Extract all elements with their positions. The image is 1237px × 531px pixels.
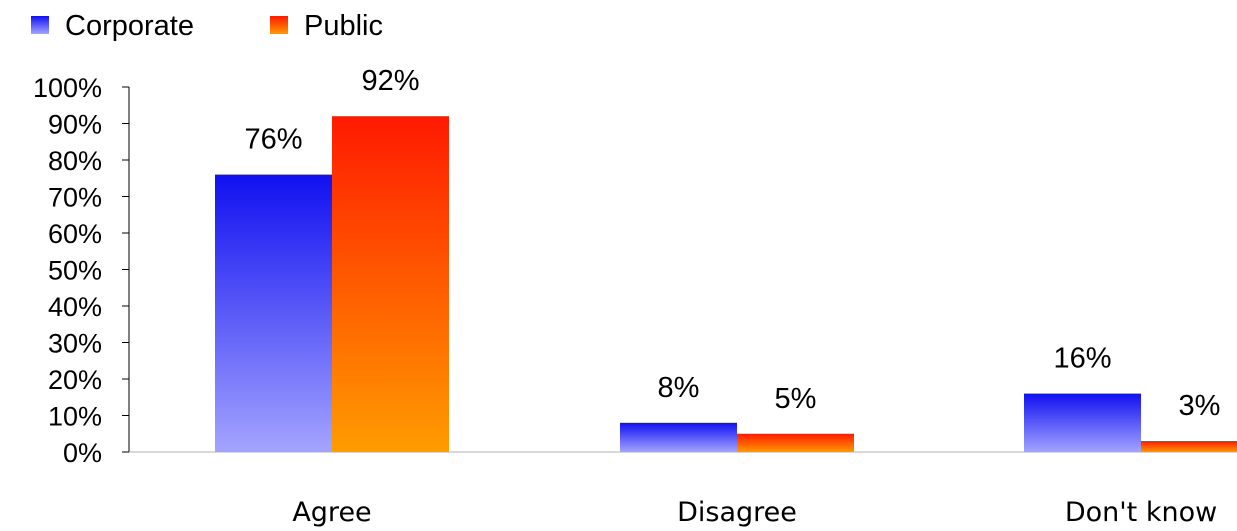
data-label: 8% [658,372,700,404]
y-tick-label: 40% [48,292,102,322]
y-tick-label: 30% [48,329,102,359]
x-category-label: Don't know [1065,497,1217,528]
y-tick-label: 50% [48,256,102,286]
data-label: 92% [361,65,419,97]
data-label: 3% [1179,390,1221,422]
data-label: 5% [775,383,817,415]
legend: Corporate Public [31,10,383,42]
y-tick-label: 0% [63,438,102,468]
y-tick-label: 80% [48,146,102,176]
data-label: 76% [244,124,302,156]
y-tick-label: 90% [48,110,102,140]
bar-public-agree [332,116,449,452]
bar-public-disagree [737,433,854,452]
bars [215,116,1237,452]
bar-corporate-don-t-know [1024,393,1141,452]
x-category-label: Agree [292,497,371,528]
category-labels: Agree Disagree Don't know [292,497,1217,528]
legend-swatch-corporate [31,16,49,34]
bar-public-don-t-know [1141,441,1237,452]
y-tick-label: 10% [48,402,102,432]
y-tick-label: 70% [48,183,102,213]
x-category-label: Disagree [677,497,797,528]
bar-corporate-agree [215,174,332,452]
bar-corporate-disagree [620,422,737,452]
y-axis: 0% 10% 20% 30% 40% 50% 60% 70% 80% 90% 100% [33,73,130,468]
legend-swatch-public [270,16,288,34]
data-labels: 76% 92% 8% 5% 16% 3% [244,65,1220,422]
y-tick-label: 100% [33,73,102,103]
y-tick-label: 60% [48,219,102,249]
y-tick-label: 20% [48,365,102,395]
data-label: 16% [1053,343,1111,375]
legend-label-corporate: Corporate [65,10,194,42]
legend-label-public: Public [304,10,383,42]
